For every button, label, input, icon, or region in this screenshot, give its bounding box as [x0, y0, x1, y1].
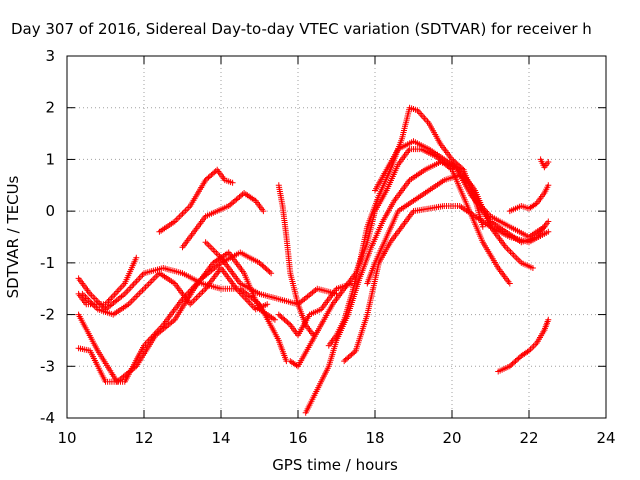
series-track-13: [325, 104, 552, 349]
plot-frame: [66, 55, 607, 419]
series-track-7: [179, 190, 267, 251]
y-tick-label: -4: [40, 409, 55, 427]
series-track-10: [275, 280, 355, 339]
x-tick-label: 22: [519, 429, 538, 447]
x-tick-label: 12: [134, 429, 153, 447]
ticks: [66, 55, 607, 419]
x-tick-label: 20: [442, 429, 461, 447]
y-tick-label: 3: [45, 47, 55, 65]
y-tick-label: -3: [40, 357, 55, 375]
series-track-18: [537, 156, 552, 171]
y-tick-labels: -4 -3 -2 -1 0 1 2 3: [40, 47, 55, 427]
series-track-8: [202, 239, 340, 308]
data-points: [75, 104, 552, 416]
series-track-17: [506, 182, 552, 215]
y-tick-label: -1: [40, 254, 55, 272]
series-track-14: [341, 203, 552, 365]
y-tick-label: 1: [45, 150, 55, 168]
y-tick-label: -2: [40, 306, 55, 324]
series-track-16: [372, 138, 536, 271]
x-tick-label: 24: [596, 429, 615, 447]
x-axis-title: GPS time / hours: [272, 456, 398, 474]
series-track-6: [156, 166, 236, 235]
series-track-19: [495, 316, 552, 375]
x-tick-label: 10: [57, 429, 76, 447]
y-tick-label: 0: [45, 202, 55, 220]
series-track-5: [79, 265, 271, 318]
x-tick-label: 18: [365, 429, 384, 447]
y-tick-label: 2: [45, 99, 55, 117]
x-tick-label: 14: [211, 429, 230, 447]
x-tick-label: 16: [288, 429, 307, 447]
x-tick-labels: 10 12 14 16 18 20 22 24: [57, 429, 615, 447]
chart-title: Day 307 of 2016, Sidereal Day-to-day VTE…: [11, 20, 592, 38]
y-axis-title: SDTVAR / TECUs: [4, 175, 22, 298]
series-track-11: [287, 146, 513, 370]
